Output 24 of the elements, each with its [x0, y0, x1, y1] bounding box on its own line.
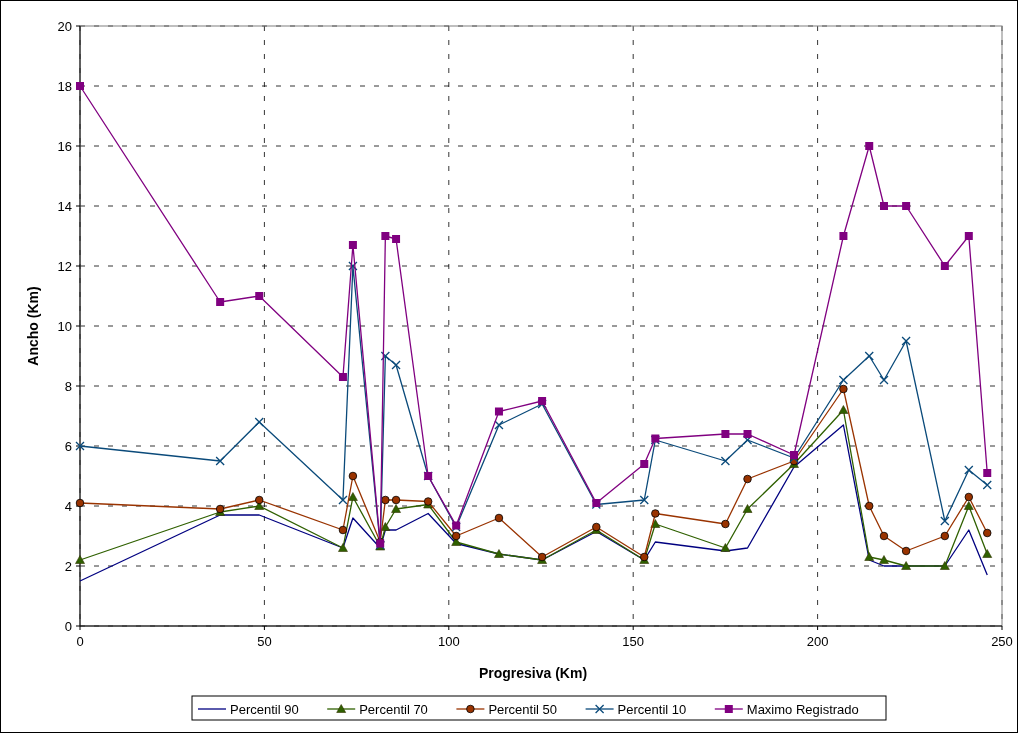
y-tick-label: 16	[57, 138, 72, 154]
y-tick-label: 18	[57, 78, 72, 94]
legend-label: Maximo Registrado	[746, 701, 859, 717]
y-tick-label: 2	[64, 558, 72, 574]
legend-label: Percentil 50	[488, 701, 558, 717]
x-tick-label: 0	[76, 634, 84, 649]
x-tick-label: 50	[257, 634, 272, 649]
y-tick-label: 6	[64, 438, 72, 454]
y-tick-label: 4	[64, 498, 72, 514]
y-tick-label: 20	[57, 18, 72, 34]
x-tick-label: 200	[806, 634, 829, 649]
x-tick-label: 250	[991, 634, 1013, 649]
legend-label: Percentil 90	[230, 701, 299, 717]
x-tick-label: 150	[622, 634, 645, 649]
y-axis-title: Ancho (Km)	[25, 286, 41, 366]
y-tick-label: 8	[64, 378, 72, 394]
y-tick-label: 12	[57, 258, 72, 274]
y-tick-label: 14	[57, 198, 72, 214]
y-tick-label: 10	[57, 318, 72, 334]
x-tick-label: 100	[437, 634, 460, 649]
x-axis-title: Progresiva (Km)	[478, 665, 588, 681]
y-tick-label: 0	[64, 618, 72, 634]
legend-label: Percentil 10	[617, 701, 687, 717]
legend-label: Percentil 70	[359, 701, 428, 717]
